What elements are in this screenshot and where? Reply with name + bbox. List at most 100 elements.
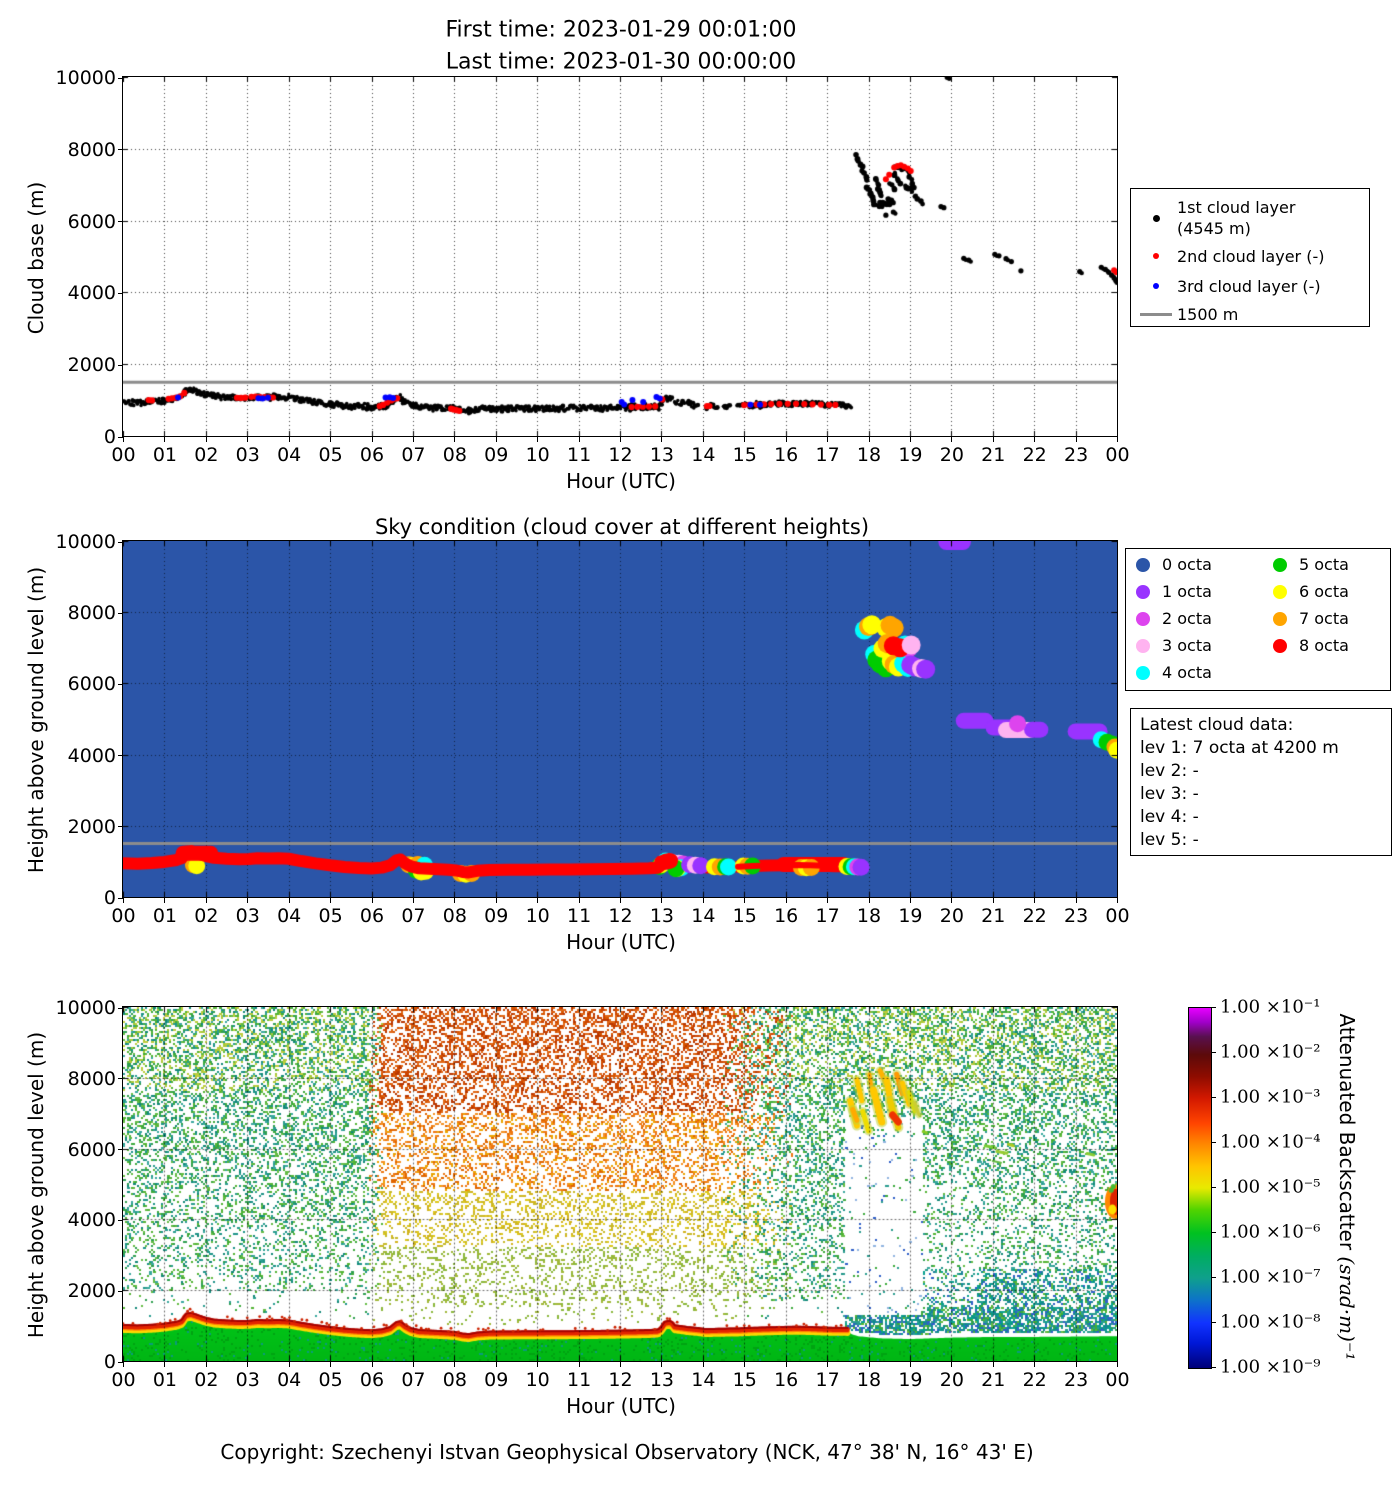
xtick-label: 01 xyxy=(152,1369,177,1391)
xtick-label: 13 xyxy=(649,1369,674,1391)
sky-condition-chart xyxy=(123,541,1117,897)
xtick-label: 19 xyxy=(898,905,923,927)
x-tick xyxy=(620,1362,621,1367)
xtick-label: 02 xyxy=(194,905,219,927)
x-tick xyxy=(744,1362,746,1367)
x-tick xyxy=(1075,898,1077,903)
x-tick xyxy=(454,1362,456,1367)
colorbar-tick xyxy=(1211,1096,1216,1098)
xtick-label: 06 xyxy=(359,1369,385,1391)
first-time-title: First time: 2023-01-29 00:01:00 xyxy=(445,17,797,43)
colorbar-tick xyxy=(1211,1366,1216,1368)
y-tick xyxy=(118,436,123,438)
xtick-label: 00 xyxy=(111,444,136,466)
xtick-label: 12 xyxy=(608,444,633,466)
x-tick xyxy=(412,1362,414,1367)
xtick-label: 13 xyxy=(649,444,674,466)
ytick-label: 4000 xyxy=(67,1209,116,1232)
y-tick xyxy=(118,897,123,899)
colorbar xyxy=(1188,1007,1212,1369)
xtick-label: 08 xyxy=(442,1369,467,1391)
legend-1500m: 1500 m xyxy=(1177,305,1239,324)
octa-label: 4 octa xyxy=(1162,663,1212,682)
xtick-label: 05 xyxy=(318,444,343,466)
xtick-label: 20 xyxy=(939,1369,964,1391)
xtick-label: 04 xyxy=(277,444,302,466)
colorbar-tick-label: 1.00 ×10⁻² xyxy=(1220,1041,1321,1063)
xtick-label: 06 xyxy=(359,444,385,466)
octa-legend-item: 8 octa xyxy=(1263,632,1390,659)
ytick-label: 10000 xyxy=(55,997,116,1019)
x-tick xyxy=(330,898,332,903)
x-tick xyxy=(951,898,953,903)
panel1-plot xyxy=(122,76,1118,437)
ytick-label: 6000 xyxy=(67,1138,116,1161)
x-tick xyxy=(1034,898,1036,903)
panel1-legend: 1st cloud layer (4545 m) 2nd cloud layer … xyxy=(1130,188,1370,327)
ytick-label: 2000 xyxy=(67,815,116,838)
xtick-label: 00 xyxy=(111,1369,136,1391)
x-tick xyxy=(1117,437,1118,442)
x-tick xyxy=(868,898,870,903)
octa-dot-icon xyxy=(1272,638,1287,653)
x-tick xyxy=(785,898,787,903)
xtick-label: 17 xyxy=(815,1369,840,1391)
y-tick xyxy=(118,1361,123,1363)
x-tick xyxy=(827,437,829,442)
x-tick xyxy=(495,437,497,442)
xtick-label: 23 xyxy=(1063,905,1089,927)
x-tick xyxy=(537,437,539,442)
xtick-label: 10 xyxy=(525,905,550,927)
panel3-xlabel: Hour (UTC) xyxy=(566,1394,676,1418)
octa-dot-icon xyxy=(1136,584,1150,599)
x-tick xyxy=(454,898,456,903)
y-tick xyxy=(118,683,123,685)
latest-cloud-line: lev 1: 7 octa at 4200 m xyxy=(1140,738,1339,758)
x-tick xyxy=(537,898,539,903)
x-tick xyxy=(288,437,290,442)
x-tick xyxy=(992,437,994,442)
x-tick xyxy=(992,898,994,903)
octa-dot-icon xyxy=(1136,557,1150,572)
xtick-label: 03 xyxy=(235,905,260,927)
panel2-plot xyxy=(122,540,1118,898)
x-tick xyxy=(495,1362,497,1367)
xtick-label: 09 xyxy=(484,1369,509,1391)
octa-label: 1 octa xyxy=(1162,582,1212,601)
x-tick xyxy=(992,1362,994,1367)
xtick-label: 14 xyxy=(691,1369,716,1391)
xtick-label: 22 xyxy=(1022,1369,1047,1391)
latest-cloud-line: lev 3: - xyxy=(1140,784,1199,804)
x-tick xyxy=(578,1362,580,1367)
x-tick xyxy=(205,437,207,442)
xtick-label: 20 xyxy=(939,905,964,927)
xtick-label: 17 xyxy=(815,905,840,927)
ytick-label: 6000 xyxy=(67,673,116,696)
x-tick xyxy=(702,1362,704,1367)
xtick-label: 11 xyxy=(566,1369,592,1391)
x-tick xyxy=(330,1362,332,1367)
ytick-label: 0 xyxy=(103,426,116,448)
xtick-label: 07 xyxy=(401,1369,426,1391)
x-tick xyxy=(454,437,456,442)
backscatter-heatmap xyxy=(123,1007,1117,1361)
first-layer-dot-icon xyxy=(1135,214,1177,222)
x-tick xyxy=(1075,1362,1077,1367)
x-tick xyxy=(164,437,166,442)
panel1-ylabel: Cloud base (m) xyxy=(24,181,48,335)
xtick-label: 14 xyxy=(691,905,716,927)
x-tick xyxy=(371,437,373,442)
xtick-label: 15 xyxy=(732,905,757,927)
octa-legend-item: 7 octa xyxy=(1263,605,1390,632)
x-tick xyxy=(1117,1362,1118,1367)
xtick-label: 08 xyxy=(442,444,467,466)
xtick-label: 10 xyxy=(525,1369,550,1391)
xtick-label: 17 xyxy=(815,444,840,466)
octa-legend-item: 6 octa xyxy=(1263,578,1390,605)
x-tick xyxy=(412,898,414,903)
xtick-label: 07 xyxy=(401,444,426,466)
xtick-label: 05 xyxy=(318,905,343,927)
latest-cloud-line: lev 4: - xyxy=(1140,807,1199,827)
xtick-label: 23 xyxy=(1063,1369,1089,1391)
xtick-label: 03 xyxy=(235,444,260,466)
